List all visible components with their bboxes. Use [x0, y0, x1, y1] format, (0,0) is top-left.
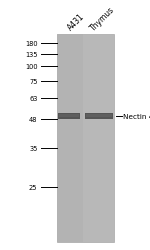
Bar [58, 113, 80, 119]
Text: 180: 180 [25, 41, 38, 47]
Text: 25: 25 [29, 184, 38, 190]
Text: Thymus: Thymus [88, 5, 116, 32]
Text: Nectin 4: Nectin 4 [123, 113, 150, 119]
Text: 48: 48 [29, 117, 38, 123]
Text: 63: 63 [29, 96, 38, 102]
Text: 100: 100 [25, 63, 38, 69]
Text: 75: 75 [29, 78, 38, 84]
Bar [57, 35, 83, 242]
Bar [85, 113, 113, 119]
Text: A431: A431 [66, 12, 87, 32]
Bar [86, 115, 112, 117]
Bar [83, 35, 114, 242]
Text: 35: 35 [29, 146, 38, 152]
Text: 135: 135 [25, 52, 38, 58]
Bar [57, 35, 114, 242]
Bar [59, 115, 79, 117]
